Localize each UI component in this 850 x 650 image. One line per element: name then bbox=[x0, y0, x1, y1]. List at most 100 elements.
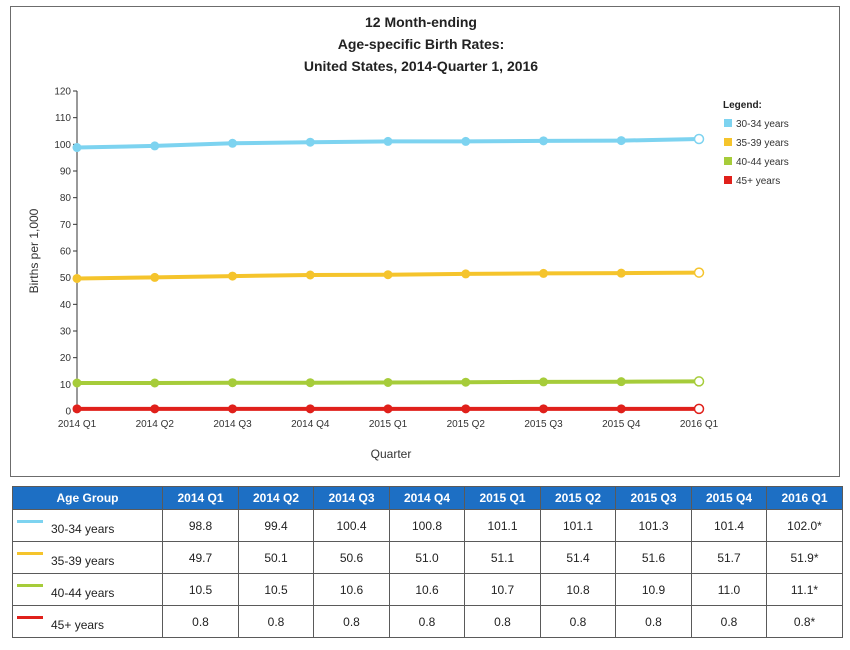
data-point bbox=[150, 141, 160, 151]
table-row: 40-44 years 10.5 10.5 10.6 10.6 10.7 10.8 10.9 1… bbox=[12, 573, 843, 606]
x-tick-label: 2014 Q4 bbox=[291, 419, 330, 430]
column-header-quarter: 2014 Q1 bbox=[162, 486, 239, 510]
rate-cell: 11.0 bbox=[691, 573, 767, 606]
data-point bbox=[305, 137, 315, 147]
rate-cell: 10.5 bbox=[162, 573, 239, 606]
table-row: 30-34 years 98.8 99.4 100.4 100.8 101.1 101.1 1… bbox=[12, 509, 843, 542]
data-point bbox=[461, 404, 471, 414]
x-tick-label: 2014 Q1 bbox=[58, 419, 97, 430]
rate-cell: 98.8 bbox=[162, 509, 239, 542]
rate-cell: 0.8 bbox=[691, 605, 767, 638]
rate-cell: 0.8 bbox=[389, 605, 465, 638]
rate-cell: 51.6 bbox=[615, 541, 692, 574]
rate-cell: 0.8 bbox=[615, 605, 692, 638]
chart-title-line: 12 Month-ending bbox=[365, 14, 477, 30]
x-axis-title: Quarter bbox=[371, 447, 412, 461]
rate-cell: 99.4 bbox=[238, 509, 314, 542]
rate-cell: 0.8 bbox=[162, 605, 239, 638]
data-point bbox=[72, 378, 82, 388]
age-group-label: 30-34 years bbox=[51, 521, 115, 536]
data-point bbox=[72, 404, 82, 414]
y-tick-label: 10 bbox=[60, 380, 72, 391]
rate-cell: 102.0* bbox=[766, 509, 843, 542]
data-point bbox=[539, 377, 548, 387]
data-point bbox=[693, 267, 705, 278]
data-point bbox=[383, 136, 393, 146]
legend-label: 30-34 years bbox=[736, 119, 789, 130]
legend-label: 35-39 years bbox=[736, 138, 789, 149]
x-tick-label: 2015 Q1 bbox=[369, 419, 408, 430]
rate-cell: 0.8* bbox=[766, 605, 843, 638]
rate-cell: 50.6 bbox=[313, 541, 390, 574]
rate-cell: 51.4 bbox=[540, 541, 616, 574]
y-tick-label: 80 bbox=[60, 193, 72, 204]
y-tick-label: 50 bbox=[60, 273, 72, 284]
data-point bbox=[616, 404, 626, 414]
data-point bbox=[228, 404, 237, 414]
rate-cell: 0.8 bbox=[464, 605, 541, 638]
rate-cell: 0.8 bbox=[313, 605, 390, 638]
column-header-age-group: Age Group bbox=[12, 486, 163, 510]
x-tick-label: 2016 Q1 bbox=[680, 419, 719, 430]
x-tick-label: 2014 Q2 bbox=[136, 419, 175, 430]
column-header-quarter: 2015 Q4 bbox=[691, 486, 767, 510]
y-axis-title: Births per 1,000 bbox=[27, 208, 41, 293]
chart-title-line: United States, 2014-Quarter 1, 2016 bbox=[304, 58, 538, 74]
column-header-quarter: 2014 Q3 bbox=[313, 486, 390, 510]
rate-cell: 0.8 bbox=[238, 605, 314, 638]
rate-cell: 10.8 bbox=[540, 573, 616, 606]
x-tick-label: 2015 Q4 bbox=[602, 419, 641, 430]
data-point bbox=[461, 269, 471, 279]
rate-cell: 0.8 bbox=[540, 605, 616, 638]
rate-cell: 100.4 bbox=[313, 509, 390, 542]
data-point bbox=[150, 378, 160, 388]
y-tick-label: 120 bbox=[54, 87, 71, 98]
y-tick-label: 90 bbox=[60, 167, 72, 178]
rate-cell: 101.3 bbox=[615, 509, 692, 542]
x-tick-label: 2014 Q3 bbox=[213, 419, 252, 430]
x-tick-label: 2015 Q2 bbox=[447, 419, 486, 430]
rate-cell: 10.7 bbox=[464, 573, 541, 606]
age-group-label: 40-44 years bbox=[51, 585, 115, 600]
data-point bbox=[693, 376, 705, 387]
data-point bbox=[228, 271, 237, 281]
legend-swatch bbox=[724, 176, 732, 184]
y-tick-label: 0 bbox=[65, 407, 71, 418]
legend-title: Legend: bbox=[723, 100, 762, 111]
age-group-label: 35-39 years bbox=[51, 553, 115, 568]
data-point bbox=[693, 403, 705, 415]
data-point bbox=[539, 404, 548, 414]
data-point bbox=[539, 268, 548, 278]
line-chart: 12 Month-ending Age-specific Birth Rates:… bbox=[27, 14, 789, 461]
rate-cell: 51.0 bbox=[389, 541, 465, 574]
data-point bbox=[383, 377, 393, 387]
data-point bbox=[305, 404, 315, 414]
data-table: Age Group 2014 Q1 2014 Q2 2014 Q3 2014 Q4 201… bbox=[12, 486, 843, 638]
age-group-cell: 40-44 years bbox=[12, 573, 163, 606]
rate-cell: 10.6 bbox=[389, 573, 465, 606]
data-point bbox=[539, 136, 548, 146]
column-header-quarter: 2015 Q3 bbox=[615, 486, 692, 510]
rate-cell: 10.5 bbox=[238, 573, 314, 606]
y-tick-label: 20 bbox=[60, 353, 72, 364]
data-point bbox=[616, 377, 626, 387]
y-tick-label: 110 bbox=[55, 113, 71, 124]
rate-cell: 51.1 bbox=[464, 541, 541, 574]
legend-swatch bbox=[724, 157, 732, 165]
legend-swatch bbox=[724, 138, 732, 146]
data-point bbox=[616, 268, 626, 278]
table-header-row: Age Group 2014 Q1 2014 Q2 2014 Q3 2014 Q4 201… bbox=[12, 486, 843, 510]
rate-cell: 11.1* bbox=[766, 573, 843, 606]
data-point bbox=[383, 404, 393, 414]
rate-cell: 101.4 bbox=[691, 509, 767, 542]
rate-cell: 10.9 bbox=[615, 573, 692, 606]
y-tick-label: 40 bbox=[60, 300, 72, 311]
age-group-cell: 35-39 years bbox=[12, 541, 163, 574]
y-tick-label: 70 bbox=[60, 220, 72, 231]
column-header-quarter: 2014 Q2 bbox=[238, 486, 314, 510]
legend-swatch bbox=[724, 119, 732, 127]
age-group-cell: 45+ years bbox=[12, 605, 163, 638]
data-point bbox=[461, 136, 471, 146]
column-header-quarter: 2015 Q2 bbox=[540, 486, 616, 510]
rate-cell: 51.9* bbox=[766, 541, 843, 574]
